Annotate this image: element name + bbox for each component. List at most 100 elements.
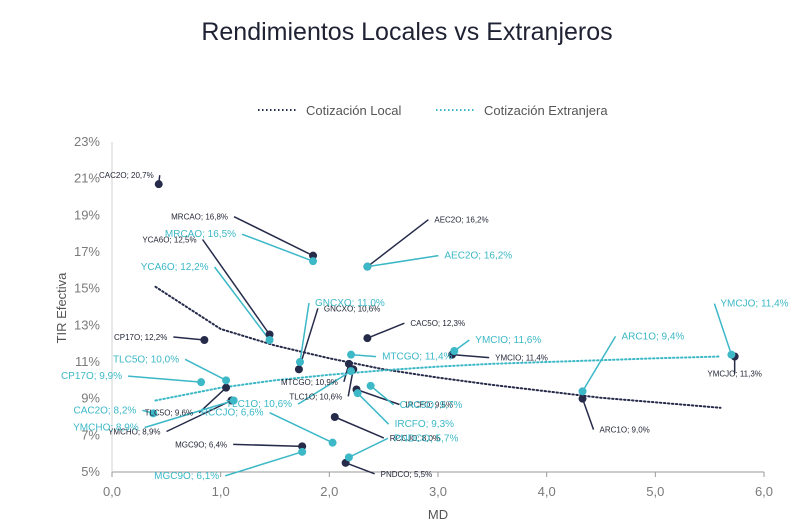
y-tick-label: 19% [74,207,100,222]
local-point-label: CP17O; 12,2% [114,333,167,342]
trend-line-extranjera [154,355,722,402]
legend: Cotización Local Cotización Extranjera [258,103,608,118]
y-tick-label: 17% [74,244,100,259]
y-tick-label: 9% [81,391,100,406]
y-tick-label: 13% [74,317,100,332]
local-leader-line [581,398,595,430]
local-point [265,330,274,339]
extranjera-point-label: TLC1O; 10,6% [226,399,292,410]
extranjera-point-label: YMCHO; 8,9% [73,423,139,434]
extranjera-point-label: YMCIO; 11,6% [475,335,541,346]
extranjera-point [353,389,362,398]
x-tick-label: 2,0 [320,484,338,499]
local-point-label: YMCJO; 11,3% [707,370,762,379]
extranjera-point [578,387,587,396]
extranjera-point [450,347,459,355]
extranjera-point-label: ARC1O; 9,4% [622,331,685,342]
x-tick-label: 1,0 [212,484,230,499]
x-tick-label: 4,0 [538,484,556,499]
extranjera-point-label: AEC2O; 16,2% [444,251,512,262]
local-leader-line [334,416,385,439]
local-leader-line [452,353,490,359]
extranjera-point-label: CAC5O; 9,7% [400,400,463,411]
extranjera-point [222,376,231,385]
local-point-label: TLC1O; 10,6% [289,392,342,401]
x-tick-label: 3,0 [429,484,447,499]
extranjera-point [363,262,372,271]
local-point-label: GNCXO; 10,6% [324,304,380,313]
extranjera-leader-line [351,353,377,358]
extranjera-point [295,358,304,366]
x-tick-label: 6,0 [755,484,773,499]
extranjera-leader-line [128,375,202,383]
local-leader-line [201,239,271,335]
local-point-label: ARC1O; 9,0% [600,426,650,435]
local-leader-line [233,215,314,257]
extranjera-leader-line [581,335,617,392]
local-point-label: RCCJO; 8,0% [390,434,440,443]
extranjera-leader-line [144,399,234,429]
y-axis-ticks: 5% 7% 9% 11% 13% 15% 17% 19% 21% 23% [74,134,100,479]
extranjera-point [197,378,206,387]
local-leader-line [345,462,375,475]
x-tick-label: 5,0 [646,484,664,499]
x-tick-label: 0,0 [103,484,121,499]
extranjera-point-label: IRCFO; 9,3% [395,419,455,430]
extranjera-leader-line [370,385,395,406]
extranjera-point-label: RCCJO; 6,6% [201,408,264,419]
extranjera-leader-line [357,392,390,425]
local-point-label: CAC2O; 20,7% [99,171,154,180]
extranjera-leader-line [348,437,389,459]
extranjera-point-label: MGC9O; 6,1% [154,471,219,482]
extranjera-leader-line [713,303,733,355]
local-leader-line [356,388,400,406]
legend-extranjera-label: Cotización Extranjera [484,103,608,118]
extranjera-point [347,367,356,376]
data-labels: CAC2O; 20,7% MRCAO; 16,8% YCA6O; 12,5% CP17… [61,171,789,482]
local-point-label: MTCGO; 10,9% [281,378,338,387]
local-point [154,180,163,189]
trend-lines [154,285,722,409]
extranjera-leader-line [269,411,333,444]
extranjera-leader-line [213,266,271,341]
y-tick-label: 15% [74,281,100,296]
x-axis-ticks: 0,0 1,0 2,0 3,0 4,0 5,0 6,0 [103,472,773,499]
local-leader-line [233,443,303,448]
y-tick-label: 11% [75,354,100,369]
extranjera-point-label: MTCGO; 11,4% [382,352,452,363]
local-leader-line [173,336,205,341]
y-tick-label: 7% [81,427,100,442]
extranjera-point [265,336,274,344]
local-leader-line [198,387,227,414]
y-tick-label: 5% [81,464,100,479]
local-point [200,336,209,344]
extranjera-point [727,350,736,359]
extranjera-leader-line [367,254,439,268]
local-point-label: CAC5O; 12,3% [410,319,465,328]
local-leader-line [166,399,232,433]
extranjera-point [298,447,307,456]
local-point-label: YMCIO; 11,4% [495,354,548,363]
local-point [344,359,353,368]
extranjera-point-label: CAC2O; 8,2% [73,405,136,416]
local-point [578,394,587,403]
local-point-label: YCA6O; 12,5% [142,236,196,245]
data-points [149,180,739,467]
local-point-label: MRCAO; 16,8% [171,213,228,222]
extranjera-point-label: MRCAO; 16,5% [165,229,236,240]
extranjera-point-label: PNDCO; 5,7% [394,433,459,444]
extranjera-point-label: TLC5O; 10,0% [113,354,179,365]
extranjera-point [347,350,356,359]
local-point [298,442,307,451]
extranjera-point [229,396,238,405]
local-point [222,383,231,392]
x-axis-label: MD [428,507,448,522]
extranjera-point [309,257,318,266]
extranjera-leader-line [224,451,303,477]
extranjera-leader-line [297,370,352,405]
local-leader-line [367,322,405,339]
extranjera-leader-line [184,358,227,382]
local-point-label: YMCHO; 8,9% [108,428,160,437]
local-point-label: IRCFO; 9,5% [406,401,454,410]
legend-local-label: Cotización Local [306,103,401,118]
